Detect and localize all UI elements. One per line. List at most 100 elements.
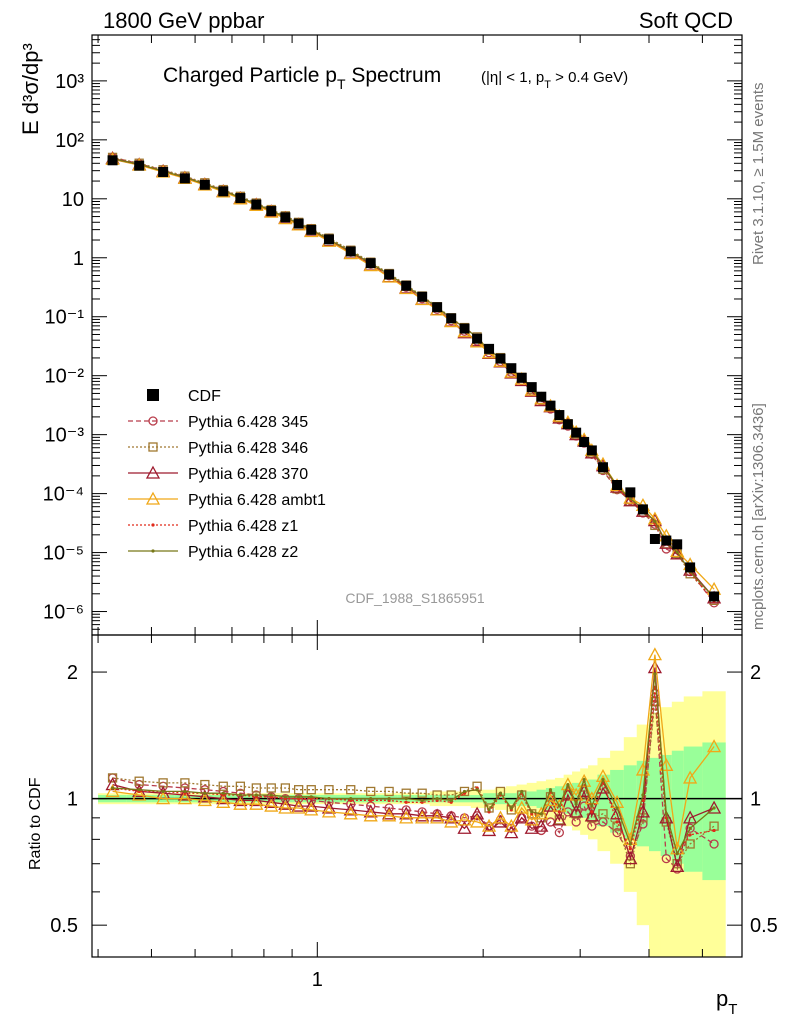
ratio-point [548, 788, 553, 792]
ratio-point [475, 788, 479, 792]
mc-point [623, 490, 638, 504]
ratio-point [481, 818, 497, 832]
ratio-point [444, 814, 459, 828]
ratio-point [641, 793, 645, 797]
mc-series [107, 152, 719, 608]
ratio-point [706, 739, 722, 753]
ratio-point [598, 809, 608, 819]
ratio-point [470, 814, 485, 828]
ratio-point [560, 787, 575, 801]
ratio-point [659, 810, 674, 824]
cdf-point [526, 382, 537, 393]
ratio-point [420, 798, 424, 803]
main-plot: 10⁻⁶ 10⁻⁵ 10⁻⁴ 10⁻³ 10⁻² 10⁻¹ 1 10 10² 10³ [43, 34, 743, 636]
legend-label: Pythia 6.428 346 [188, 440, 308, 457]
ratio-point [685, 839, 695, 849]
ratio-point [399, 810, 414, 824]
mc-point [628, 497, 632, 501]
ratio-point [661, 853, 671, 864]
ratio-point [539, 812, 543, 816]
ratio-point [251, 783, 261, 793]
ratio-point [363, 808, 378, 822]
ratio-point [462, 789, 467, 794]
legend-marker [151, 549, 155, 553]
ratio-point [470, 806, 485, 820]
cdf-point [506, 363, 517, 374]
ratio-point [574, 802, 578, 806]
cdf-point [306, 224, 317, 235]
bottom-tick-labels: 1 0.5 0.5 1 1 2 2 [50, 662, 778, 991]
header-left: 1800 GeV ppbar [103, 8, 264, 33]
ratio-point [197, 789, 212, 803]
ratio-point [430, 810, 445, 824]
ratio-point [382, 808, 397, 822]
ratio-point [520, 789, 524, 794]
ratio-point [615, 806, 619, 810]
ratio-point [283, 795, 287, 799]
ratio-point [297, 795, 301, 799]
y-tick-label: 1 [73, 248, 84, 270]
top-tick-labels: 10⁻⁶ 10⁻⁵ 10⁻⁴ 10⁻³ 10⁻² 10⁻¹ 1 10 10² 10³ [43, 71, 85, 624]
cdf-point [637, 504, 648, 515]
ratio-point [417, 788, 427, 798]
cdf-point [484, 343, 495, 354]
ratio-point [200, 779, 210, 790]
top-data [105, 150, 722, 608]
ratio-point [324, 785, 334, 795]
green-band [588, 779, 598, 820]
ratio-point [404, 800, 408, 804]
ratio-point [180, 778, 190, 788]
ratio-point [498, 791, 503, 795]
ratio-point [712, 806, 716, 810]
ratio-point [623, 851, 638, 865]
ratio-point [560, 777, 575, 791]
green-band [660, 754, 673, 857]
ratio-point [249, 796, 264, 810]
ratio-point [415, 810, 430, 824]
cdf-point [516, 372, 527, 383]
ratio-point [366, 786, 376, 797]
title-tail: Spectrum [346, 64, 442, 87]
ratio-point [384, 786, 394, 797]
ratio-axis-label: Ratio to CDF [27, 777, 44, 870]
ratio-point [363, 804, 378, 818]
legend-marker [147, 389, 159, 401]
x-axis-label-main: p [716, 986, 728, 1011]
cdf-point [545, 400, 556, 411]
ratio-point [343, 806, 358, 820]
ratio-point [304, 798, 319, 812]
cdf-point [134, 160, 145, 171]
legend-marker [148, 416, 158, 426]
ratio-point [269, 793, 273, 797]
y-tick-label: 10³ [55, 71, 84, 93]
mc-series [110, 157, 716, 603]
ratio-point [514, 800, 529, 814]
ratio-point [514, 810, 529, 824]
cdf-point [251, 199, 262, 210]
ratio-point [683, 770, 698, 784]
mc-point [670, 543, 685, 558]
cdf-point [709, 591, 720, 602]
cdf-point [401, 280, 412, 291]
ratio-series-line [112, 667, 715, 867]
legend-marker [151, 523, 155, 527]
ratio-point [435, 797, 439, 801]
header-right: Soft QCD [639, 8, 733, 33]
cdf-point [625, 487, 636, 498]
y-tick-label: 10⁻³ [45, 425, 85, 447]
ratio-tick-label-right: 2 [750, 662, 761, 684]
cdf-point [579, 437, 590, 448]
legend-entry: Pythia 6.428 ambt1 [128, 491, 326, 509]
ratio-point [137, 788, 141, 792]
ratio-point [688, 833, 692, 837]
ratio-point [509, 806, 513, 810]
ratio-point [306, 785, 316, 795]
ratio-point [670, 859, 685, 873]
cdf-point [536, 391, 547, 402]
legend-entry: Pythia 6.428 370 [128, 465, 308, 483]
ratio-point [304, 802, 319, 816]
cdf-point [293, 218, 304, 229]
cut-text-c: > 0.4 GeV) [551, 69, 628, 86]
ratio-point [221, 791, 225, 795]
